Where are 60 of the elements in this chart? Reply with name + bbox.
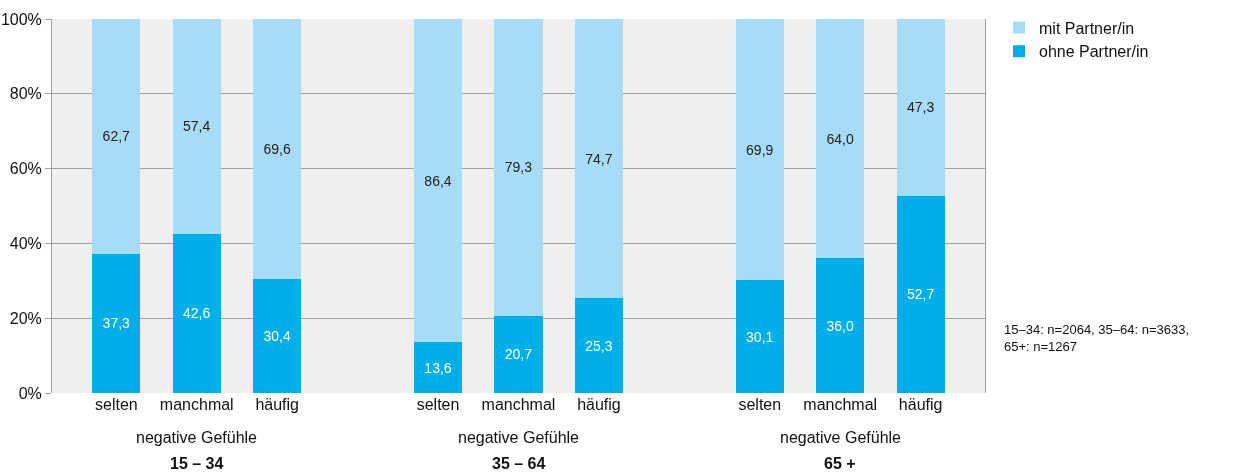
- x-tick-label: häufig: [898, 396, 943, 413]
- bar: [92, 253, 141, 393]
- legend-label: ohne Partner/in: [1038, 43, 1149, 61]
- bar: [413, 342, 463, 393]
- x-tick-label: häufig: [255, 396, 300, 413]
- text: 15 – 34: [170, 455, 224, 472]
- legend-label: mit Partner/in: [1038, 19, 1135, 37]
- data-label: 30,1: [746, 328, 774, 345]
- data-label: 20,7: [504, 346, 533, 363]
- x-tick-label: selten: [94, 396, 138, 413]
- bar: [253, 279, 302, 393]
- bar: [574, 19, 624, 299]
- data-label: 86,4: [424, 172, 452, 189]
- data-label: 30,4: [263, 328, 291, 345]
- data-label: 36,0: [826, 317, 854, 334]
- text: 35 – 64: [492, 455, 546, 472]
- data-label: 37,3: [102, 315, 131, 332]
- y-tick-label: 80%: [9, 85, 42, 103]
- text: 15–34: n=2064, 35–64: n=3633, 65+: n=1267: [1004, 322, 1190, 354]
- data-label: 57,4: [183, 118, 211, 135]
- data-label: 64,0: [826, 130, 854, 147]
- bar: [494, 315, 543, 393]
- bar: [574, 298, 624, 393]
- data-label: 69,6: [263, 141, 291, 158]
- bar: [494, 19, 543, 316]
- x-tick-label: manchmal: [481, 396, 556, 413]
- bar: [816, 258, 865, 393]
- text: negative Gefühle: [780, 429, 902, 446]
- bar: [92, 19, 141, 254]
- text: negative Gefühle: [458, 429, 580, 446]
- y-tick-label: 40%: [9, 235, 42, 252]
- data-label: 52,7: [906, 286, 935, 303]
- bar: [172, 233, 221, 393]
- text: 65 +: [824, 455, 856, 472]
- bar: [172, 19, 221, 234]
- x-tick-label: selten: [416, 396, 460, 413]
- y-tick-label: 100%: [0, 10, 42, 28]
- data-label: 62,7: [102, 128, 131, 145]
- y-tick-label: 20%: [9, 309, 42, 327]
- bar: [896, 195, 945, 393]
- data-label: 69,9: [746, 141, 774, 158]
- text: negative Gefühle: [136, 429, 258, 446]
- data-label: 74,7: [585, 150, 613, 167]
- bar: [735, 19, 784, 281]
- x-tick-label: häufig: [577, 396, 621, 413]
- bar: [413, 19, 463, 343]
- data-label: 25,3: [585, 337, 613, 354]
- data-label: 47,3: [906, 99, 935, 116]
- data-label: 13,6: [424, 359, 452, 376]
- x-tick-label: manchmal: [159, 396, 234, 413]
- x-tick-label: selten: [738, 396, 782, 413]
- x-tick-label: manchmal: [803, 396, 878, 413]
- bar: [735, 280, 784, 393]
- data-label: 79,3: [504, 159, 533, 176]
- bar: [816, 19, 865, 259]
- bar: [896, 19, 945, 196]
- bar: [253, 19, 302, 280]
- y-tick-label: 0%: [18, 384, 42, 402]
- y-tick-label: 60%: [9, 160, 42, 178]
- data-label: 42,6: [183, 305, 211, 322]
